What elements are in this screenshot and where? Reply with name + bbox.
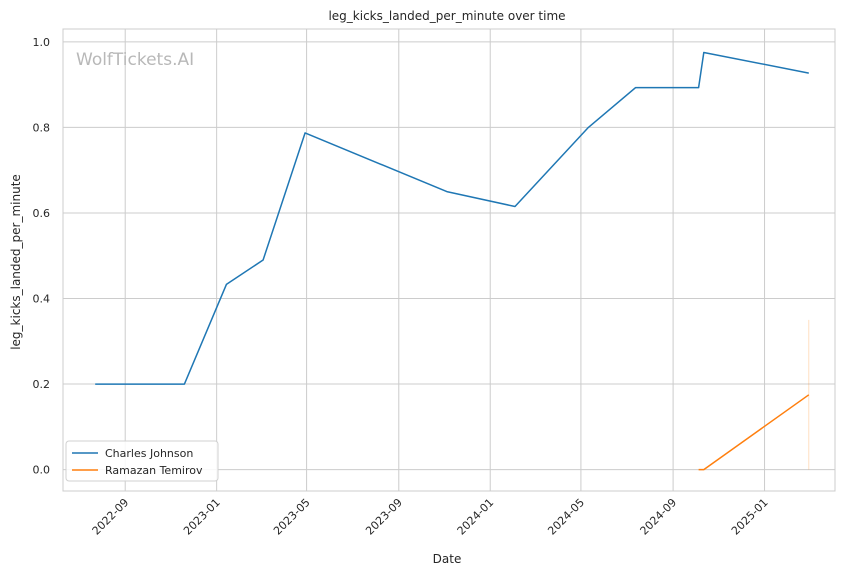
y-tick-label: 0.0 bbox=[33, 464, 51, 477]
legend-label: Ramazan Temirov bbox=[105, 464, 203, 477]
x-tick-label: 2024-01 bbox=[455, 496, 497, 538]
legend-box bbox=[65, 440, 219, 482]
x-tick-labels: 2022-09 2023-01 2023-05 2023-09 2024-01 2024-… bbox=[90, 496, 771, 538]
x-tick-label: 2022-09 bbox=[90, 496, 132, 538]
x-tick-label: 2023-01 bbox=[181, 496, 223, 538]
legend: Charles Johnson Ramazan Temirov bbox=[65, 440, 219, 482]
x-axis-label: Date bbox=[433, 552, 462, 566]
series-layer bbox=[95, 51, 810, 471]
x-tick-label: 2023-09 bbox=[363, 496, 405, 538]
y-tick-label: 0.4 bbox=[33, 293, 51, 306]
y-axis-label: leg_kicks_landed_per_minute bbox=[9, 174, 23, 350]
y-tick-label: 1.0 bbox=[33, 36, 51, 49]
y-tick-label: 0.6 bbox=[33, 207, 51, 220]
watermark-text: WolfTickets.AI bbox=[76, 50, 194, 70]
x-tick-label: 2023-05 bbox=[271, 496, 313, 538]
series-line-2 bbox=[698, 394, 810, 471]
plot-frame bbox=[62, 28, 836, 492]
chart-title: leg_kicks_landed_per_minute over time bbox=[328, 9, 565, 23]
y-tick-label: 0.8 bbox=[33, 121, 51, 134]
y-tick-labels: 0.0 0.2 0.4 0.6 0.8 1.0 bbox=[33, 36, 51, 477]
x-tick-label: 2024-09 bbox=[638, 496, 680, 538]
y-tick-label: 0.2 bbox=[33, 378, 51, 391]
legend-label: Charles Johnson bbox=[105, 447, 193, 460]
x-tick-label: 2025-01 bbox=[729, 496, 771, 538]
grid bbox=[63, 29, 835, 491]
x-tick-label: 2024-05 bbox=[545, 496, 587, 538]
series-line-1 bbox=[95, 51, 809, 385]
